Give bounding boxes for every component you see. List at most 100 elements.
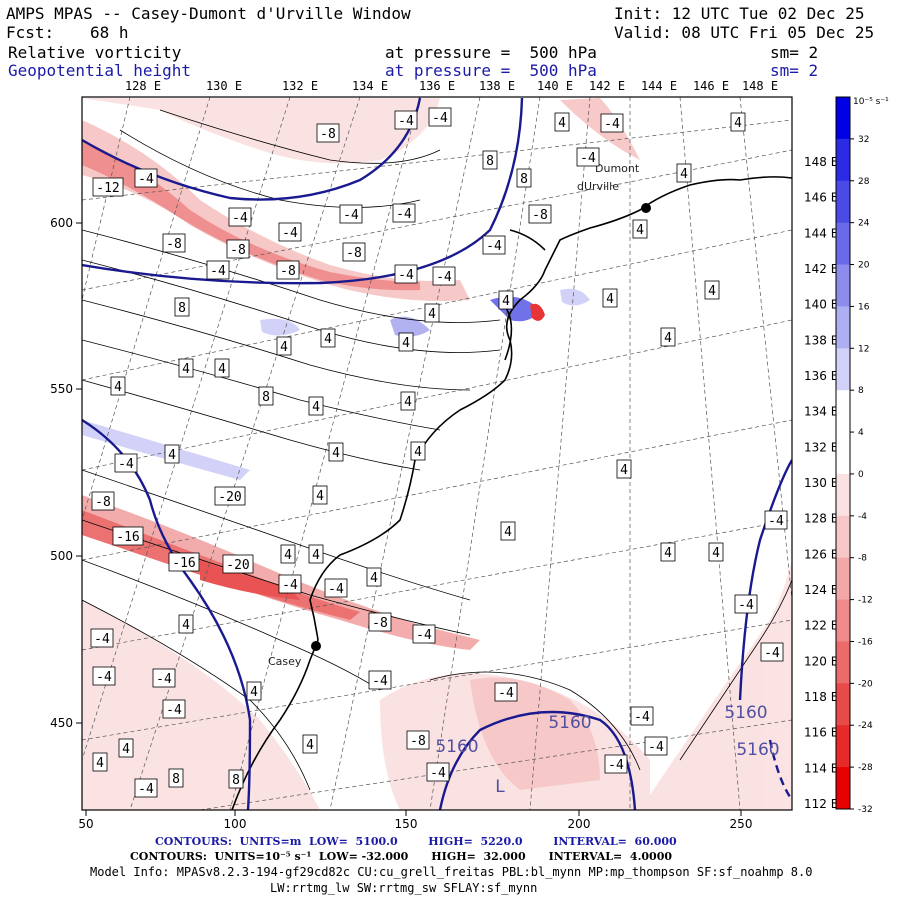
svg-text:-4: -4 [768, 514, 784, 529]
contour-label-negative: -12 [92, 177, 124, 197]
svg-text:8: 8 [520, 172, 528, 187]
contour-label-negative: -8 [276, 260, 300, 280]
height-contour-label: L [495, 777, 505, 797]
init-time: Init: 12 UTC Tue 02 Dec 25 [614, 4, 865, 23]
svg-text:4: 4 [558, 116, 566, 131]
svg-text:-4: -4 [604, 117, 620, 132]
svg-text:-8: -8 [230, 243, 246, 258]
svg-text:4: 4 [280, 340, 288, 355]
svg-text:-4: -4 [94, 632, 110, 647]
contour-label-negative: -4 [134, 168, 158, 188]
contour-label-negative: -4 [760, 642, 784, 662]
colorbar-segment [836, 264, 850, 307]
top-lon-label: 128 E [125, 79, 161, 93]
contour-label-negative: -4 [644, 736, 668, 756]
contour-label-positive: 4 [400, 391, 416, 411]
svg-text:4: 4 [250, 685, 258, 700]
svg-text:4: 4 [734, 116, 742, 131]
contour-label-positive: 4 [676, 163, 692, 183]
svg-text:-4: -4 [138, 782, 154, 797]
contour-label-negative: -4 [394, 110, 418, 130]
svg-text:4: 4 [664, 331, 672, 346]
colorbar-frame [835, 96, 851, 810]
svg-text:4: 4 [306, 738, 314, 753]
map-frame [81, 96, 793, 811]
contour-label-negative: -4 [278, 574, 302, 594]
svg-text:-8: -8 [280, 264, 296, 279]
contour-label-positive: 4 [302, 734, 318, 754]
contour-value-labels: -12 -4 -8 -4 -4 -4 -4 -8 -8 -8 -8 -4 -4 -4 -4 -8 -4 -4 -4 -… [90, 107, 788, 798]
contour-label-negative: -8 [226, 239, 250, 259]
svg-text:-8: -8 [532, 208, 548, 223]
svg-text:-4: -4 [764, 646, 780, 661]
colorbar-label: 28 [858, 177, 870, 187]
svg-text:-8: -8 [372, 616, 388, 631]
x-tick-label: 250 [730, 817, 753, 831]
colorbar-label: 0 [858, 470, 864, 480]
svg-text:4: 4 [370, 571, 378, 586]
colorbar-label: -12 [858, 596, 873, 606]
contour-label-positive: 4 [498, 290, 514, 310]
right-lon-label: 132 E [804, 440, 838, 454]
right-longitude-labels: 148 E 146 E 144 E 142 E 140 E 138 E 136 E 134 E… [804, 155, 838, 811]
svg-text:4: 4 [428, 307, 436, 322]
colorbar-label: -20 [858, 679, 873, 689]
colorbar-segment [836, 557, 850, 601]
contour-label-positive: 4 [308, 544, 324, 564]
x-tick-label: 200 [568, 817, 591, 831]
colorbar-unit: 10⁻⁵ s⁻¹ [853, 97, 889, 107]
contour-label-negative: -4 [324, 578, 348, 598]
colorbar-label: 4 [858, 428, 864, 438]
contour-label-positive: 4 [276, 336, 292, 356]
contour-label-positive: 4 [398, 332, 414, 352]
contour-label-positive: 4 [308, 396, 324, 416]
svg-text:4: 4 [664, 546, 672, 561]
svg-text:-8: -8 [410, 734, 426, 749]
svg-text:4: 4 [114, 380, 122, 395]
svg-text:-16: -16 [116, 530, 139, 545]
svg-text:-8: -8 [320, 127, 336, 142]
contour-label-negative: -8 [316, 123, 340, 143]
colorbar-label: 24 [858, 219, 870, 229]
svg-text:4: 4 [218, 362, 226, 377]
top-lon-label: 138 E [479, 79, 515, 93]
svg-text:-4: -4 [118, 457, 134, 472]
svg-text:-4: -4 [343, 208, 359, 223]
x-tick-label: 150 [395, 817, 418, 831]
svg-text:4: 4 [606, 292, 614, 307]
contour-label-positive: 4 [366, 567, 382, 587]
contour-label-positive: 4 [328, 442, 344, 462]
contour-label-positive: 4 [92, 752, 108, 772]
forecast-label: Fcst: [6, 23, 55, 42]
contour-label-positive: 8 [258, 386, 274, 406]
contour-label-positive: 4 [632, 219, 648, 239]
field2-pressure: at pressure = 500 hPa [385, 61, 597, 80]
contour-label-positive: 4 [554, 112, 570, 132]
contour-label-negative: -8 [368, 612, 392, 632]
footer-contours-height: CONTOURS: UNITS=m LOW= 5100.0 HIGH= 5220… [155, 835, 677, 848]
svg-text:4: 4 [168, 448, 176, 463]
colorbar-segment [836, 515, 850, 559]
plot-title: AMPS MPAS -- Casey-Dumont d'Urville Wind… [6, 4, 411, 23]
svg-text:4: 4 [504, 525, 512, 540]
contour-label-negative: -4 [604, 754, 628, 774]
colorbar-segment [836, 767, 850, 810]
contour-label-negative: -4 [734, 594, 758, 614]
contour-label-positive: 4 [660, 327, 676, 347]
top-lon-label: 146 E [693, 79, 729, 93]
svg-text:4: 4 [284, 548, 292, 563]
svg-text:-4: -4 [398, 114, 414, 129]
svg-text:-4: -4 [416, 628, 432, 643]
contour-label-negative: -4 [426, 762, 450, 782]
contour-label-positive: 4 [178, 614, 194, 634]
svg-text:-4: -4 [398, 268, 414, 283]
svg-text:4: 4 [708, 284, 716, 299]
y-tick-label: 550 [50, 382, 73, 396]
field1-name: Relative vorticity [8, 43, 182, 62]
contour-label-negative: -8 [406, 730, 430, 750]
svg-text:-4: -4 [738, 598, 754, 613]
y-tick-label: 450 [50, 716, 73, 730]
svg-text:-4: -4 [498, 686, 514, 701]
footer-contours-vorticity: CONTOURS: UNITS=10⁻⁵ s⁻¹ LOW= -32.000 HI… [130, 850, 673, 863]
footer-model-info: Model Info: MPASv8.2.3-194-gf29cd82c CU:… [90, 865, 813, 879]
